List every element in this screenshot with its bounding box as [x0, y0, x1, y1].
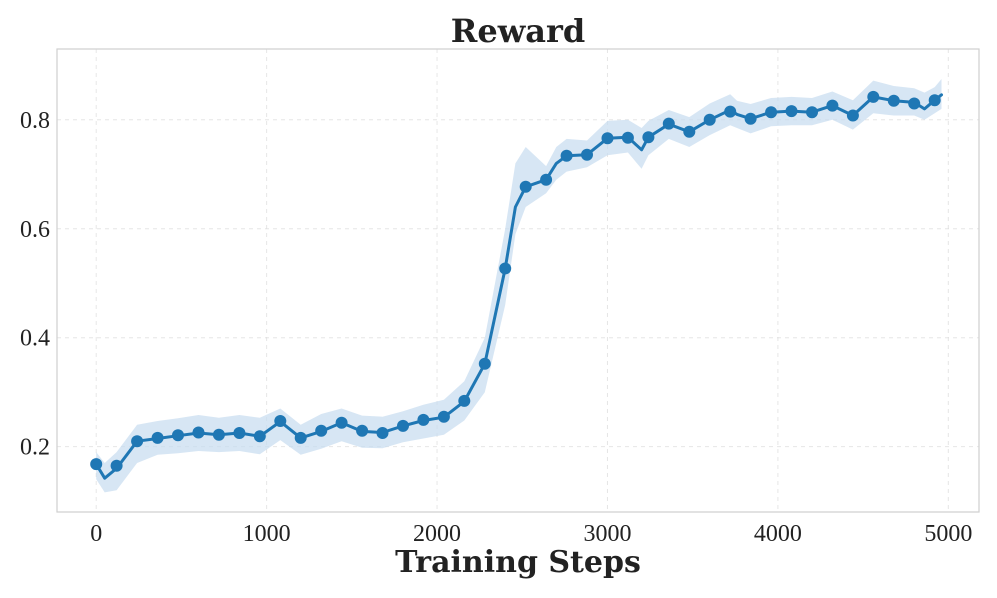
- x-tick-label: 4000: [754, 521, 802, 547]
- data-point: [560, 149, 573, 162]
- confidence-band: [96, 79, 942, 493]
- x-tick-label: 1000: [243, 521, 291, 547]
- data-point: [683, 125, 696, 138]
- reward-markers: [90, 90, 941, 472]
- data-point: [376, 427, 389, 439]
- data-point: [703, 113, 716, 126]
- data-point: [315, 424, 328, 437]
- data-point: [499, 262, 512, 275]
- data-point: [458, 394, 471, 407]
- data-point: [928, 94, 941, 107]
- data-point: [601, 132, 614, 145]
- data-point: [846, 109, 859, 122]
- data-point: [233, 427, 246, 439]
- data-point: [887, 94, 900, 107]
- y-tick-label: 0.8: [20, 108, 50, 134]
- data-point: [212, 428, 225, 441]
- x-tick-label: 2000: [413, 521, 461, 547]
- data-point: [172, 429, 184, 442]
- data-point: [335, 416, 348, 429]
- data-point: [908, 97, 921, 110]
- data-point: [642, 131, 655, 144]
- y-tick-label: 0.4: [20, 326, 50, 352]
- data-point: [478, 357, 491, 370]
- data-point: [274, 415, 287, 427]
- data-point: [744, 112, 757, 125]
- data-point: [294, 431, 307, 444]
- y-ticks: 0.2 0.4 0.6 0.8: [20, 108, 50, 461]
- data-point: [765, 106, 778, 119]
- data-point: [581, 148, 593, 161]
- chart-title: Reward: [451, 12, 585, 50]
- data-point: [540, 173, 553, 186]
- y-tick-label: 0.6: [20, 217, 50, 243]
- data-point: [826, 99, 839, 112]
- data-point: [356, 424, 369, 437]
- data-point: [192, 426, 205, 439]
- x-tick-label: 3000: [583, 521, 631, 547]
- x-ticks: 0 1000 2000 3000 4000 5000: [90, 521, 972, 547]
- y-tick-label: 0.2: [20, 435, 50, 461]
- x-tick-label: 5000: [924, 521, 972, 547]
- data-point: [806, 106, 818, 119]
- data-point: [621, 131, 634, 144]
- data-point: [90, 458, 103, 471]
- x-axis-label: Training Steps: [395, 545, 641, 580]
- data-point: [397, 419, 409, 432]
- data-point: [253, 430, 266, 443]
- plot-frame: [56, 48, 980, 513]
- data-point: [417, 413, 430, 426]
- data-point: [151, 431, 164, 444]
- x-tick-label: 0: [90, 521, 102, 547]
- data-point: [724, 105, 737, 118]
- data-point: [519, 180, 532, 193]
- data-point: [662, 117, 675, 130]
- data-point: [785, 105, 798, 118]
- data-point: [131, 435, 144, 448]
- data-point: [110, 459, 123, 472]
- data-point: [867, 90, 880, 103]
- data-point: [437, 410, 450, 423]
